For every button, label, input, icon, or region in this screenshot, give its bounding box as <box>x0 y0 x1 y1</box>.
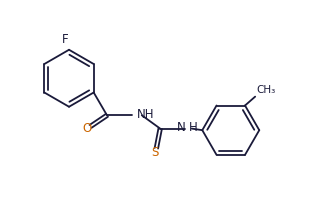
Text: H: H <box>189 121 197 134</box>
Text: CH₃: CH₃ <box>256 85 275 95</box>
Text: N: N <box>177 121 185 134</box>
Text: NH: NH <box>137 107 154 121</box>
Text: S: S <box>151 147 159 159</box>
Text: F: F <box>62 33 69 46</box>
Text: O: O <box>83 122 92 135</box>
